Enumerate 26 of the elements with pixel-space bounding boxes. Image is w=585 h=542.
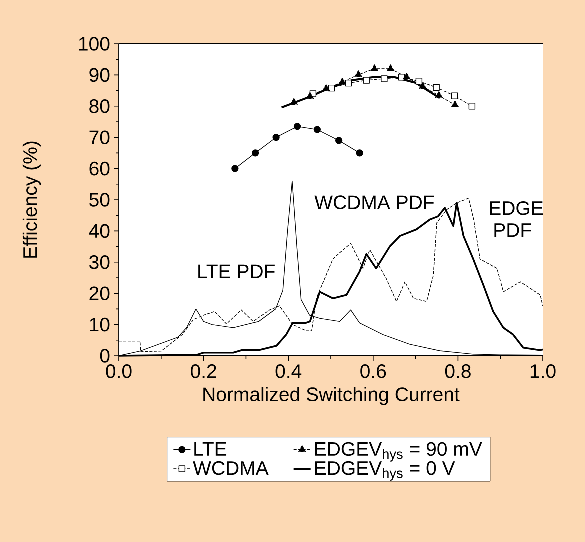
- x-tick-label: 0.8: [445, 364, 471, 378]
- legend-label: LTE: [194, 442, 227, 456]
- y-tick-label: 50: [90, 193, 110, 207]
- legend-label: WCDMA: [193, 461, 269, 476]
- y-tick-label: 20: [90, 286, 110, 300]
- x-tick-label: 0.2: [191, 364, 216, 378]
- y-tick-label: 0: [100, 349, 110, 363]
- y-tick-label: 90: [90, 68, 110, 82]
- x-tick-label: 0.0: [106, 364, 132, 378]
- legend-label: EDGEV$_{hys}$ = 0 V: [315, 461, 456, 481]
- x-tick-label: 0.4: [276, 364, 302, 378]
- annotation: WCDMA PDF: [314, 196, 434, 210]
- x-axis-title: Normalized Switching Current: [204, 387, 460, 406]
- x-tick-label: 0.6: [360, 364, 386, 378]
- y-axis-title: Efficiency (%): [22, 142, 42, 258]
- annotation: EDGE PDF: [490, 201, 544, 238]
- y-tick-label: 30: [90, 256, 110, 270]
- y-tick-label: 10: [90, 318, 110, 332]
- y-tick-label: 60: [90, 162, 110, 176]
- y-tick-label: 70: [90, 130, 110, 144]
- legend-label: EDGEV$_{hys}$ = 90 mV: [315, 442, 482, 462]
- x-tick-label: 1.0: [530, 364, 556, 378]
- y-tick-label: 100: [79, 37, 110, 51]
- annotation: LTE PDF: [198, 264, 275, 278]
- y-tick-label: 40: [89, 224, 110, 238]
- y-tick-label: 80: [90, 100, 110, 114]
